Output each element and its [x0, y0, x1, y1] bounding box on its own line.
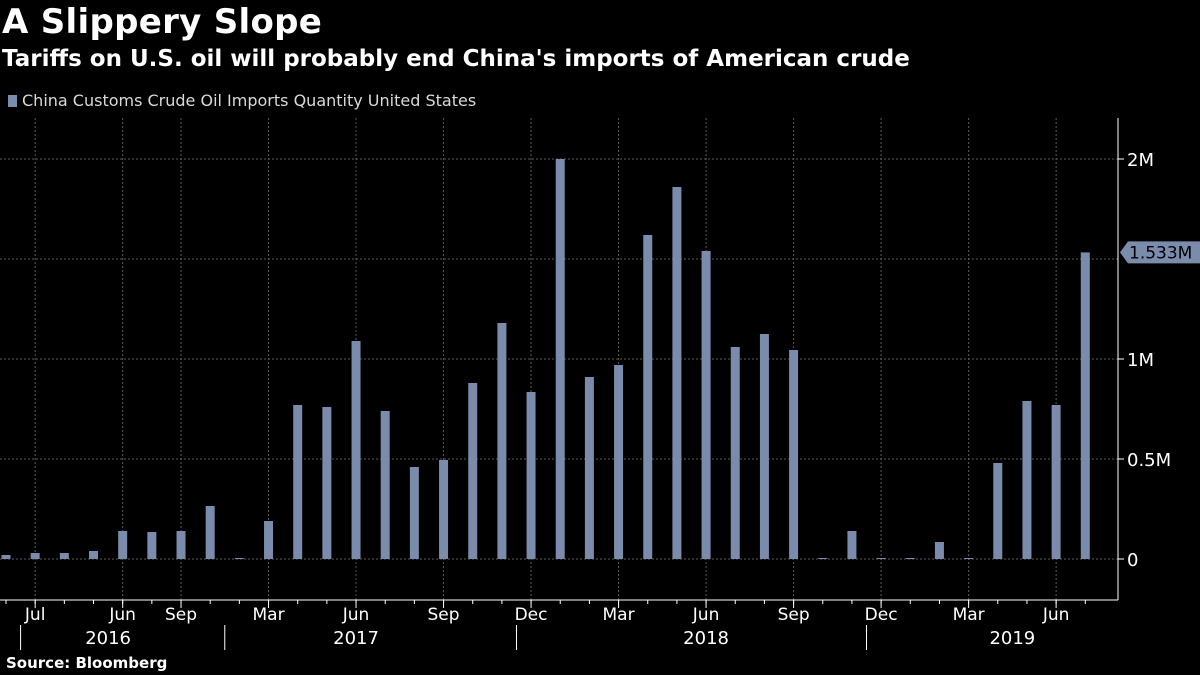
bar: [934, 542, 944, 559]
legend-label: China Customs Crude Oil Imports Quantity…: [22, 91, 477, 110]
bar: [1051, 405, 1061, 559]
bar: [351, 341, 361, 559]
bar: [1, 555, 11, 559]
x-tick-label: Sep: [165, 605, 197, 625]
callout-label: 1.533M: [1129, 243, 1192, 263]
bar: [555, 159, 565, 559]
bar: [789, 350, 799, 559]
y-tick-label: 0.5M: [1127, 450, 1171, 471]
x-tick-label: Jun: [1042, 605, 1070, 625]
bar-layer: [1, 159, 1090, 559]
chart-title: A Slippery Slope: [2, 2, 323, 42]
bar: [584, 377, 594, 559]
bar: [614, 365, 624, 559]
bar: [439, 460, 449, 559]
x-tick-label: Dec: [515, 605, 548, 625]
callout-box: [1120, 241, 1200, 264]
bar: [205, 506, 215, 559]
bar: [818, 558, 828, 559]
chart-subtitle: Tariffs on U.S. oil will probably end Ch…: [2, 46, 910, 72]
y-tick-label: 2M: [1127, 150, 1154, 171]
last-value-callout: 1.533M: [1120, 241, 1200, 264]
bar: [89, 551, 99, 559]
bar: [30, 553, 40, 559]
bar: [59, 553, 69, 559]
bar: [847, 531, 857, 559]
x-tick-label: Mar: [252, 605, 284, 625]
bar: [905, 558, 915, 559]
bar: [876, 558, 886, 559]
legend-swatch: [8, 94, 17, 107]
x-tick-label: Sep: [428, 605, 460, 625]
y-tick-label: 1M: [1127, 350, 1154, 371]
legend: China Customs Crude Oil Imports Quantity…: [8, 91, 476, 110]
bar: [264, 521, 274, 559]
bar: [147, 532, 157, 559]
bar: [730, 347, 740, 559]
bar: [118, 531, 128, 559]
year-label: 2019: [989, 628, 1035, 649]
x-tick-label: Jun: [342, 605, 370, 625]
bar: [380, 411, 390, 559]
x-tick-label: Dec: [865, 605, 898, 625]
x-tick-label: Jun: [108, 605, 136, 625]
bar: [643, 235, 653, 559]
bar: [497, 323, 507, 559]
bar: [234, 558, 244, 559]
bar: [1080, 252, 1090, 559]
source-note: Source: Bloomberg: [6, 654, 168, 672]
x-tick-label: Mar: [603, 605, 635, 625]
bar: [759, 334, 769, 559]
bar: [526, 392, 536, 559]
bar: [409, 467, 419, 559]
bar: [176, 531, 186, 559]
bar: [468, 383, 478, 559]
x-tick-label: Sep: [778, 605, 810, 625]
bar: [964, 558, 974, 559]
bar: [993, 463, 1003, 559]
bar: [293, 405, 303, 559]
y-tick-label: 0: [1127, 550, 1138, 571]
year-label: 2016: [85, 628, 131, 649]
year-label: 2018: [683, 628, 729, 649]
bar: [701, 251, 711, 559]
bar: [1022, 401, 1032, 559]
x-tick-label: Jun: [692, 605, 720, 625]
x-tick-label: Mar: [953, 605, 985, 625]
axis-layer: 0 0.5M 1M 2M Jul Jun Sep Mar Jun Sep Dec Mar Jun Sep D…: [0, 118, 1200, 650]
x-tick-label: Jul: [24, 605, 46, 625]
bar: [322, 407, 332, 559]
year-label: 2017: [333, 628, 379, 649]
bar: [672, 187, 682, 559]
